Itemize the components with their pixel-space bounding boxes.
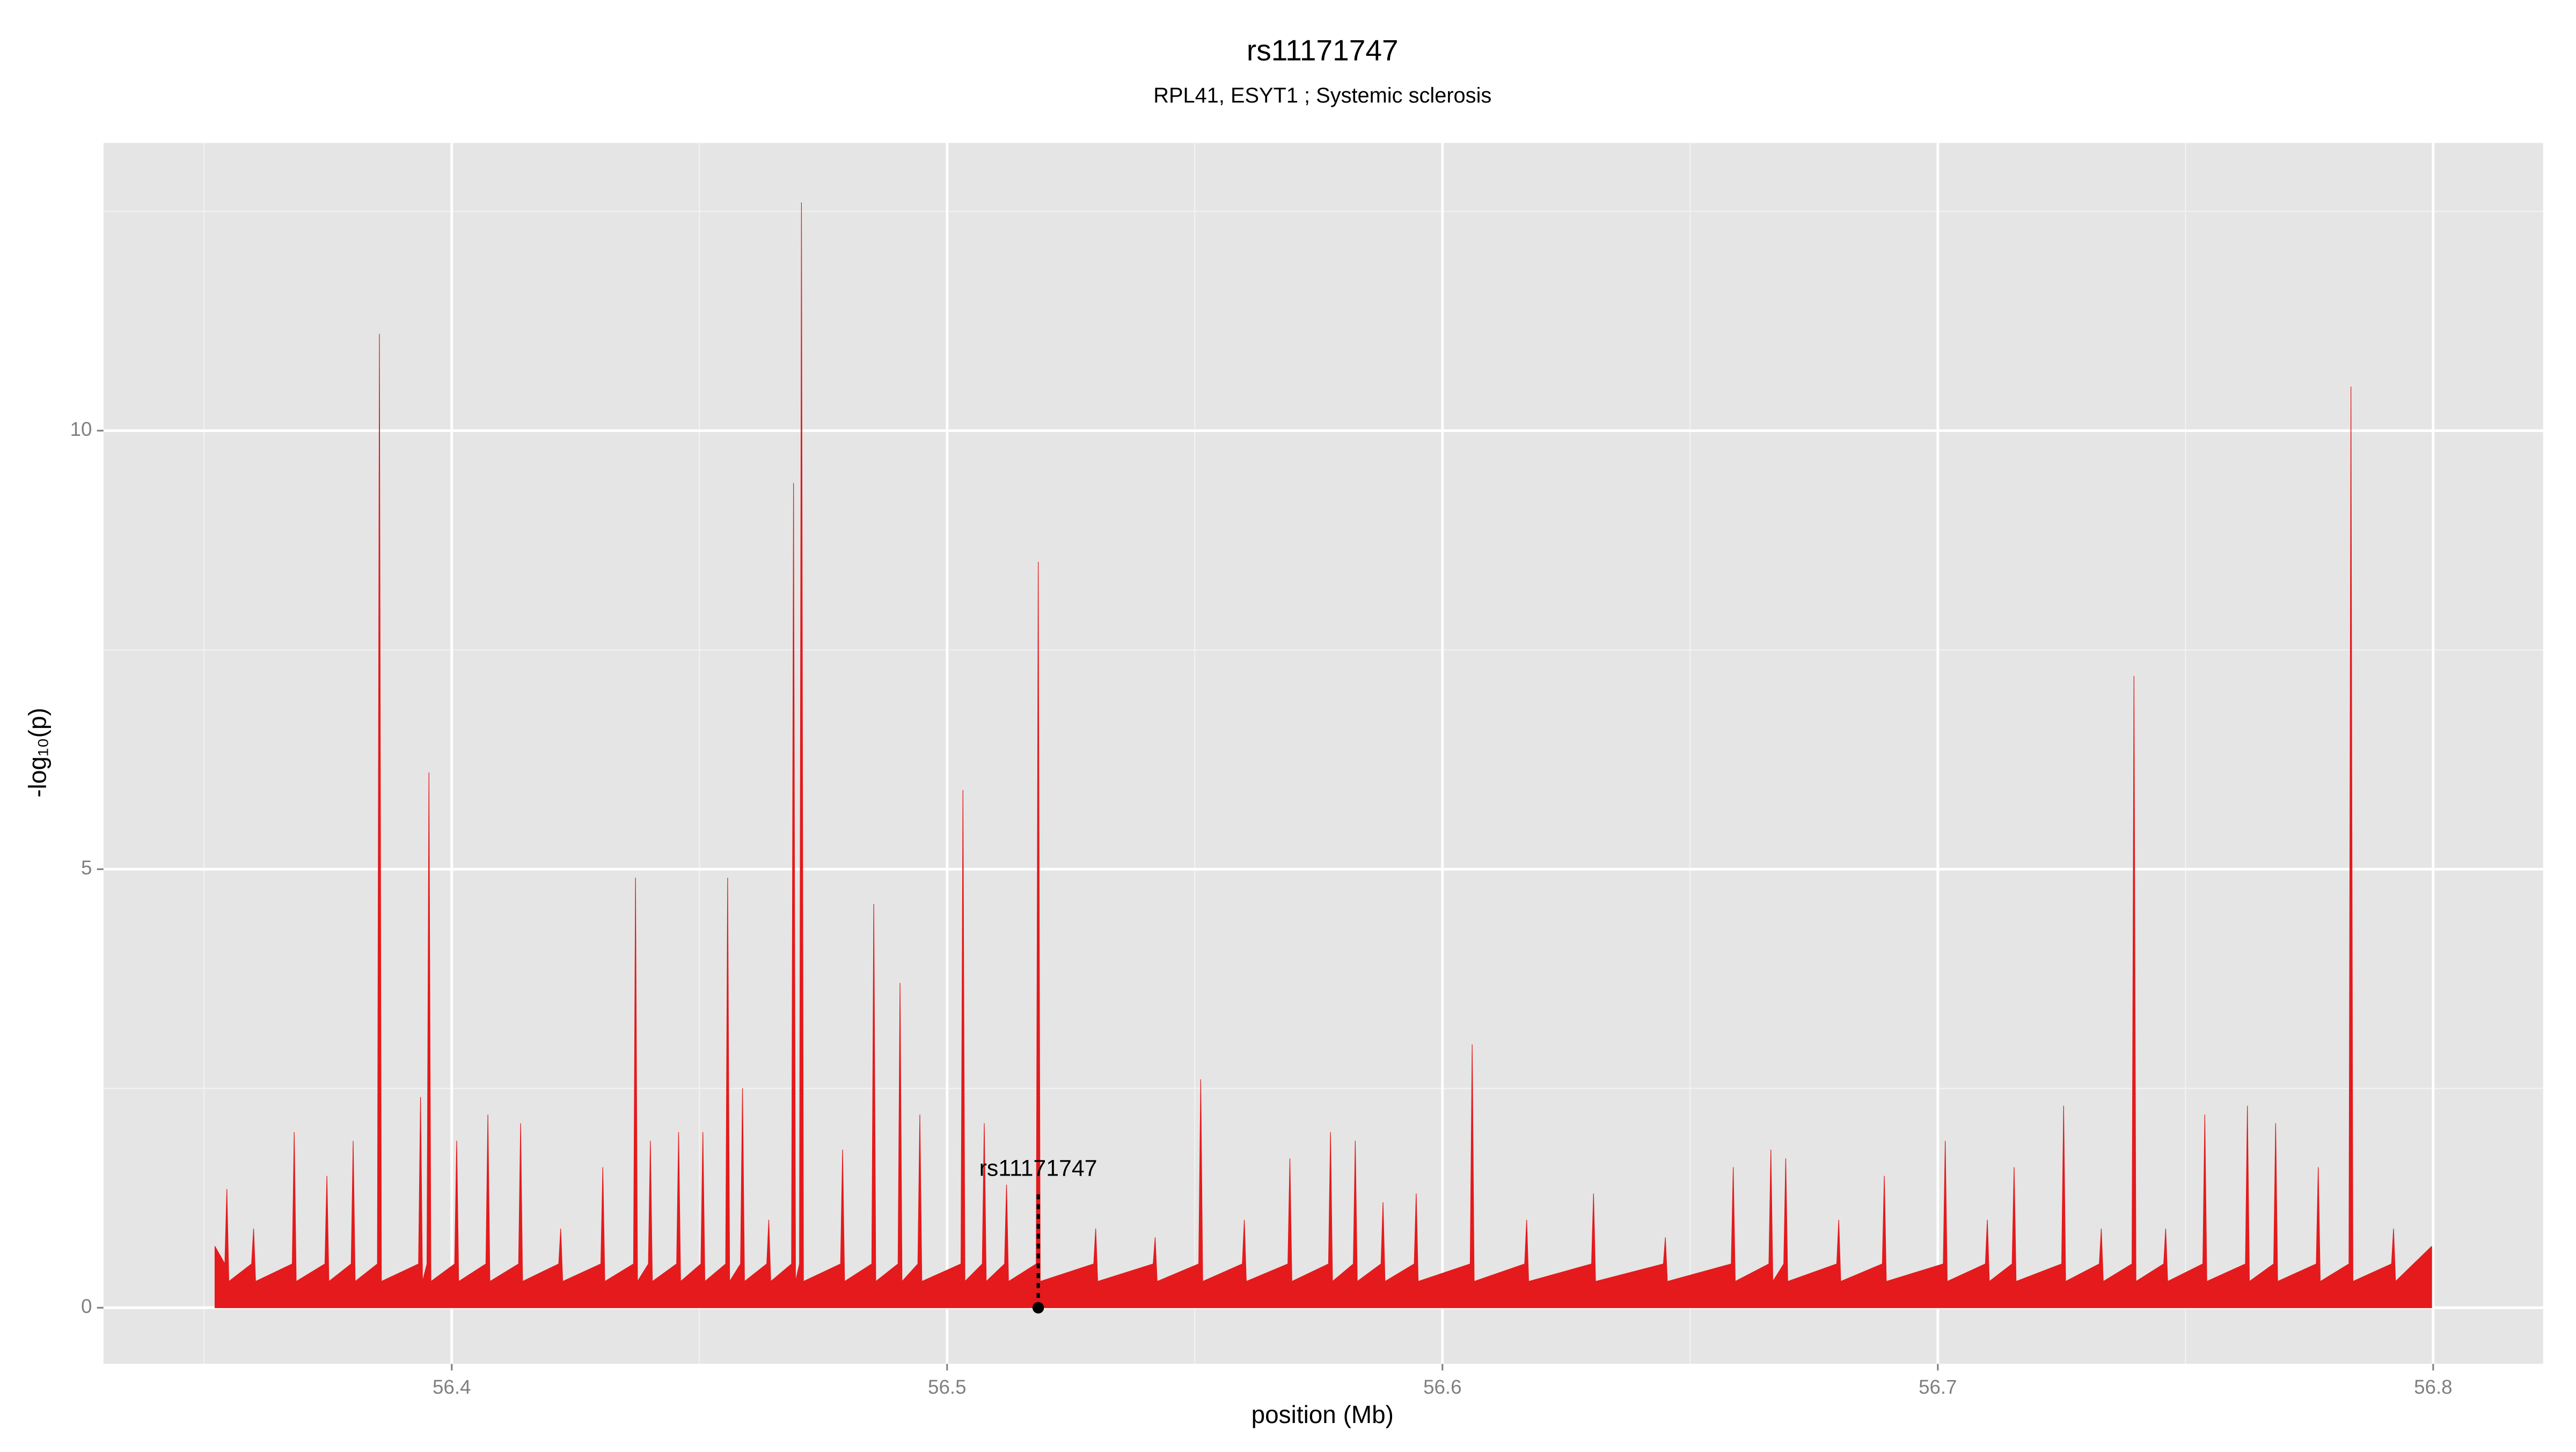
plot-panel xyxy=(103,143,2543,1364)
x-tick-label: 56.4 xyxy=(433,1376,471,1398)
x-tick-label: 56.7 xyxy=(1919,1376,1957,1398)
y-axis-label: -log₁₀(p) xyxy=(24,707,52,797)
chart-subtitle: RPL41, ESYT1 ; Systemic sclerosis xyxy=(1153,84,1491,107)
y-tick-label: 5 xyxy=(81,857,92,879)
x-tick-label: 56.5 xyxy=(928,1376,966,1398)
x-tick-label: 56.8 xyxy=(2414,1376,2452,1398)
x-axis-label: position (Mb) xyxy=(1252,1400,1394,1428)
y-tick-label: 10 xyxy=(70,418,92,440)
area xyxy=(214,202,2432,1308)
y-tick-label: 0 xyxy=(81,1295,92,1317)
annotation-label: rs11171747 xyxy=(979,1155,1097,1181)
chart-title: rs11171747 xyxy=(1247,34,1399,67)
annotation-point xyxy=(1032,1302,1044,1314)
x-tick-label: 56.6 xyxy=(1423,1376,1461,1398)
